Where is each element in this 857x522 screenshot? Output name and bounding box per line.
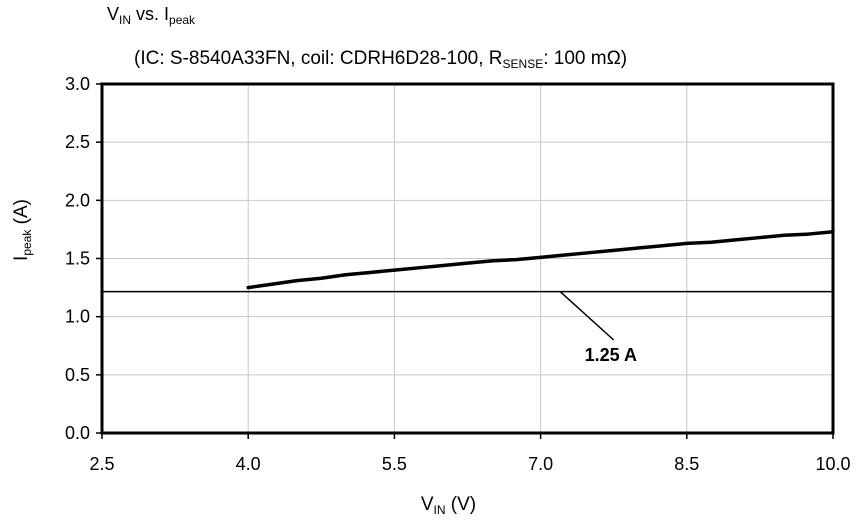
x-tick-label: 10.0 [815,454,850,474]
x-axis-label: VIN (V) [420,494,477,517]
reference-leader-line [559,291,615,341]
chart-title: VIN vs. Ipeak [107,4,196,27]
y-tick-label: 0.0 [65,423,90,443]
x-tick-label: 8.5 [674,454,699,474]
y-axis-label: Ipeak (A) [11,199,34,261]
chart-subtitle: (IC: S-8540A33FN, coil: CDRH6D28-100, RS… [134,48,628,71]
y-tick-label: 2.5 [65,132,90,152]
y-tick-label: 1.0 [65,307,90,327]
reference-line-group: 1.25 A [102,290,833,365]
y-tick-label: 2.0 [65,190,90,210]
y-tick-label: 1.5 [65,249,90,269]
x-tick-label: 2.5 [89,454,114,474]
grid-lines [102,84,833,433]
y-tick-label: 3.0 [65,74,90,94]
x-tick-label: 7.0 [528,454,553,474]
x-tick-label: 4.0 [236,454,261,474]
series-group [246,229,835,290]
x-tick-labels: 2.5 4.0 5.5 7.0 8.5 10.0 [89,433,851,474]
y-tick-labels: 0.0 0.5 1.0 1.5 2.0 2.5 3.0 [65,74,102,443]
reference-line-label: 1.25 A [585,345,637,365]
x-tick-label: 5.5 [382,454,407,474]
y-tick-label: 0.5 [65,365,90,385]
